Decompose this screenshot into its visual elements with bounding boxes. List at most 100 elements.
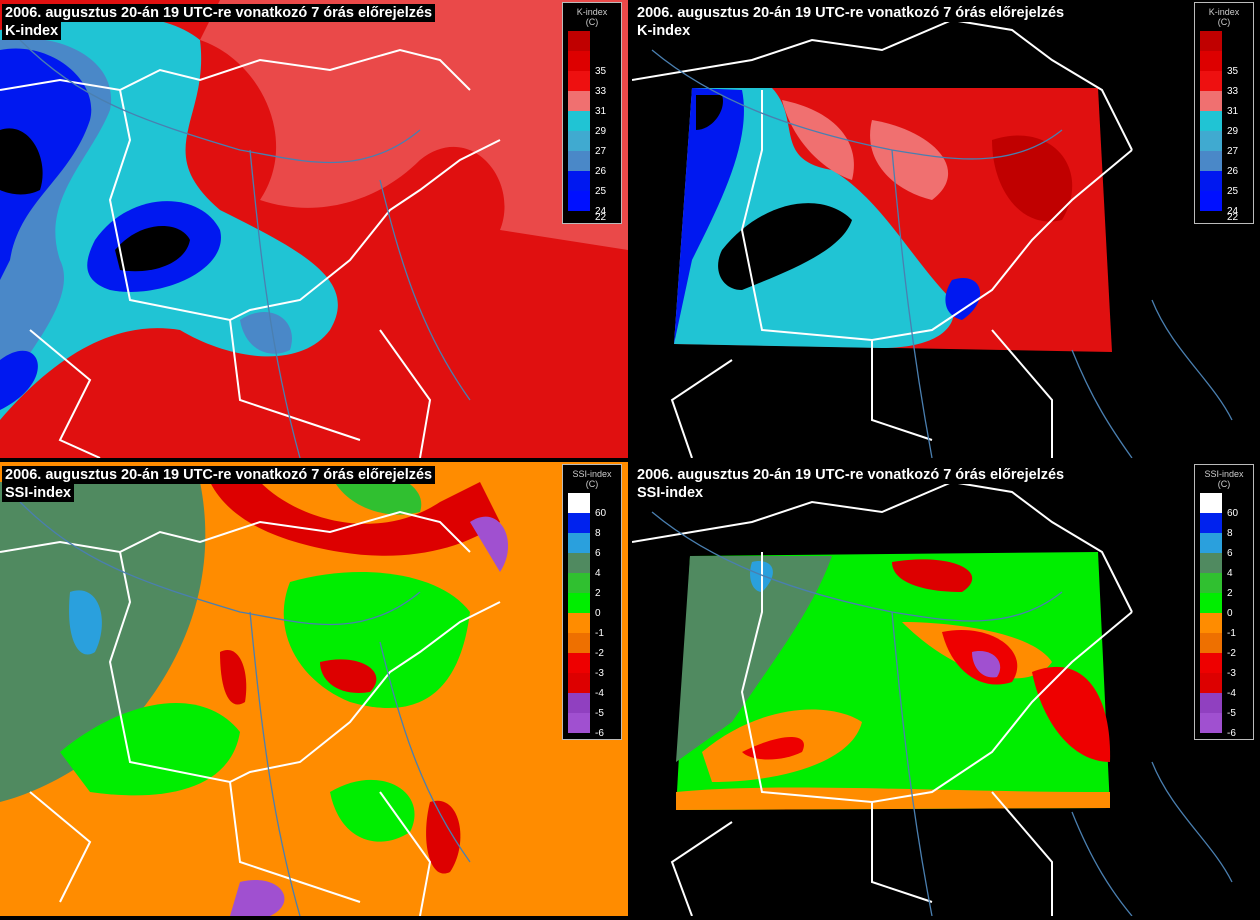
legend-swatch bbox=[1200, 653, 1222, 673]
legend-label: 6 bbox=[595, 548, 601, 559]
legend-row: 24 bbox=[1195, 191, 1253, 217]
legend-label: 60 bbox=[595, 508, 607, 519]
legend-row: 29 bbox=[1195, 111, 1253, 137]
forecast-title: 2006. augusztus 20-án 19 UTC-re vonatkoz… bbox=[2, 466, 436, 484]
legend-swatch bbox=[568, 493, 590, 513]
map bbox=[632, 480, 1233, 916]
map-panel: 2006. augusztus 20-án 19 UTC-re vonatkoz… bbox=[632, 462, 1260, 920]
legend-label: -1 bbox=[1227, 628, 1236, 639]
legend-row: 8 bbox=[1195, 513, 1253, 539]
legend-swatch bbox=[1200, 593, 1222, 613]
legend-row: 22 bbox=[1195, 211, 1253, 223]
legend-label: 33 bbox=[595, 86, 607, 97]
legend-row: 33 bbox=[1195, 71, 1253, 97]
legend-label: -5 bbox=[1227, 708, 1236, 719]
legend-label: 31 bbox=[1227, 106, 1239, 117]
legend-label: 0 bbox=[1227, 608, 1233, 619]
legend-swatch bbox=[568, 633, 590, 653]
legend-row: 4 bbox=[563, 553, 621, 579]
legend-label: -3 bbox=[595, 668, 604, 679]
legend-row: -2 bbox=[563, 633, 621, 659]
forecast-title: 2006. augusztus 20-án 19 UTC-re vonatkoz… bbox=[2, 4, 436, 22]
legend-label: 0 bbox=[595, 608, 601, 619]
legend-row: 27 bbox=[563, 131, 621, 157]
legend-label: 8 bbox=[595, 528, 601, 539]
legend-row: -4 bbox=[1195, 673, 1253, 699]
legend-label: 4 bbox=[595, 568, 601, 579]
legend-row: 31 bbox=[563, 91, 621, 117]
map-panel: 2006. augusztus 20-án 19 UTC-re vonatkoz… bbox=[0, 0, 628, 458]
index-name: K-index bbox=[2, 22, 62, 40]
legend-row: 8 bbox=[563, 513, 621, 539]
legend-swatch bbox=[1200, 633, 1222, 653]
legend-unit: (C) bbox=[1217, 479, 1231, 489]
legend-swatch bbox=[568, 713, 590, 733]
legend-row: -4 bbox=[563, 673, 621, 699]
legend-label: 22 bbox=[1227, 212, 1239, 223]
map bbox=[632, 18, 1233, 458]
legend-label: -3 bbox=[1227, 668, 1236, 679]
legend: K-index (C) 35 33 31 29 27 26 25 24 22 bbox=[562, 2, 622, 224]
legend-label: 26 bbox=[595, 166, 607, 177]
legend-row: -1 bbox=[1195, 613, 1253, 639]
legend-swatch bbox=[1200, 613, 1222, 633]
legend-swatch bbox=[568, 111, 590, 131]
legend-swatch bbox=[568, 31, 590, 51]
legend-label: 29 bbox=[1227, 126, 1239, 137]
legend-row: 6 bbox=[1195, 533, 1253, 559]
legend-label: 31 bbox=[595, 106, 607, 117]
legend-unit: (C) bbox=[585, 479, 599, 489]
legend-row: 2 bbox=[563, 573, 621, 599]
legend: SSI-index (C) 60 8 6 4 2 0 -1 -2 -3 -4 -5 -6 bbox=[1194, 464, 1254, 740]
legend-swatch bbox=[568, 653, 590, 673]
legend-row: -6 bbox=[563, 713, 621, 739]
legend-row: 35 bbox=[1195, 51, 1253, 77]
legend-label: -4 bbox=[595, 688, 604, 699]
legend-row: -3 bbox=[1195, 653, 1253, 679]
legend-swatch bbox=[1200, 513, 1222, 533]
legend-swatch bbox=[1200, 673, 1222, 693]
legend-swatch bbox=[568, 593, 590, 613]
legend-label: 2 bbox=[1227, 588, 1233, 599]
legend-swatch bbox=[568, 131, 590, 151]
legend-row: 4 bbox=[1195, 553, 1253, 579]
legend-swatch bbox=[568, 191, 590, 211]
forecast-title: 2006. augusztus 20-án 19 UTC-re vonatkoz… bbox=[634, 4, 1068, 22]
legend-row: 0 bbox=[563, 593, 621, 619]
legend-row: -5 bbox=[1195, 693, 1253, 719]
legend-label: 2 bbox=[595, 588, 601, 599]
legend-swatch bbox=[568, 151, 590, 171]
legend-row: 27 bbox=[1195, 131, 1253, 157]
legend-title: K-index bbox=[576, 7, 608, 17]
legend-row: -1 bbox=[563, 613, 621, 639]
legend-row: -3 bbox=[563, 653, 621, 679]
legend-row: 26 bbox=[563, 151, 621, 177]
legend-swatch bbox=[568, 533, 590, 553]
legend-swatch bbox=[1200, 713, 1222, 733]
legend-label: 27 bbox=[595, 146, 607, 157]
legend-swatch bbox=[1200, 31, 1222, 51]
legend-swatch bbox=[568, 91, 590, 111]
legend-row: 31 bbox=[1195, 91, 1253, 117]
legend-row: 35 bbox=[563, 51, 621, 77]
legend-swatch bbox=[1200, 111, 1222, 131]
legend-label: 24 bbox=[1227, 206, 1239, 217]
legend-label: -2 bbox=[595, 648, 604, 659]
legend-swatch bbox=[568, 673, 590, 693]
legend-label: 4 bbox=[1227, 568, 1233, 579]
legend-swatch bbox=[1200, 493, 1222, 513]
legend-label: 25 bbox=[595, 186, 607, 197]
legend-label: -1 bbox=[595, 628, 604, 639]
legend-swatch bbox=[568, 71, 590, 91]
legend-row: -6 bbox=[1195, 713, 1253, 739]
legend-unit: (C) bbox=[585, 17, 599, 27]
legend-row: -2 bbox=[1195, 633, 1253, 659]
legend-label: 33 bbox=[1227, 86, 1239, 97]
legend-swatch bbox=[568, 513, 590, 533]
legend-label: 24 bbox=[595, 206, 607, 217]
legend-swatch bbox=[1200, 91, 1222, 111]
legend-title: SSI-index bbox=[572, 469, 612, 479]
index-name: K-index bbox=[634, 22, 694, 40]
legend-row bbox=[563, 31, 621, 51]
legend-row: 26 bbox=[1195, 151, 1253, 177]
